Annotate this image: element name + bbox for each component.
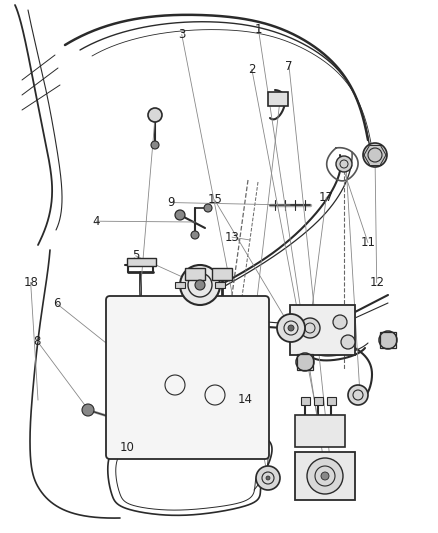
Text: 8: 8 [34, 335, 41, 348]
Text: 6: 6 [53, 297, 61, 310]
Bar [215, 282, 225, 288]
Text: 1: 1 [254, 23, 262, 36]
Circle shape [336, 156, 352, 172]
Bar [290, 305, 355, 355]
Circle shape [195, 280, 205, 290]
Circle shape [151, 141, 159, 149]
Circle shape [341, 335, 355, 349]
Bar [327, 397, 336, 405]
Circle shape [266, 476, 270, 480]
Bar [380, 332, 396, 348]
Text: 2: 2 [248, 63, 256, 76]
Text: 10: 10 [120, 441, 134, 454]
Bar [175, 282, 185, 288]
Bar [295, 452, 355, 500]
Circle shape [191, 231, 199, 239]
Circle shape [307, 458, 343, 494]
Circle shape [82, 404, 94, 416]
Text: 12: 12 [369, 276, 384, 289]
Text: 13: 13 [225, 231, 240, 244]
Circle shape [300, 318, 320, 338]
Bar [268, 92, 288, 106]
FancyBboxPatch shape [106, 296, 269, 459]
Bar [185, 268, 205, 280]
Text: 11: 11 [360, 236, 375, 249]
Text: 17: 17 [319, 191, 334, 204]
Text: 16: 16 [339, 159, 353, 172]
Circle shape [321, 472, 329, 480]
Circle shape [175, 210, 185, 220]
Circle shape [348, 385, 368, 405]
Circle shape [363, 143, 387, 167]
Text: 7: 7 [285, 60, 293, 73]
Text: 9: 9 [167, 196, 175, 209]
Text: 4: 4 [92, 215, 100, 228]
Circle shape [296, 353, 314, 371]
Bar [301, 397, 310, 405]
Circle shape [333, 315, 347, 329]
Text: 18: 18 [23, 276, 38, 289]
Circle shape [379, 331, 397, 349]
Text: 3: 3 [178, 28, 185, 41]
Circle shape [288, 325, 294, 331]
Bar [295, 415, 345, 447]
Bar [127, 258, 156, 266]
Circle shape [277, 314, 305, 342]
Circle shape [204, 204, 212, 212]
Bar [314, 397, 323, 405]
Circle shape [148, 108, 162, 122]
Text: 14: 14 [238, 393, 253, 406]
Circle shape [256, 466, 280, 490]
Bar [212, 268, 232, 280]
Bar [297, 354, 313, 370]
Text: 15: 15 [207, 193, 222, 206]
Text: 5: 5 [132, 249, 139, 262]
Circle shape [180, 265, 220, 305]
